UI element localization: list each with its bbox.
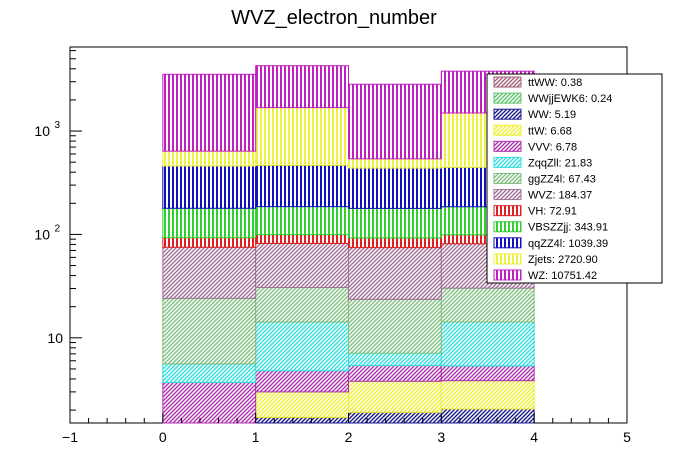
legend-swatch-zqqzll [493,156,522,168]
bar-ttw-bin3 [440,380,535,410]
legend-label-ttww: ttWW: 0.38 [528,77,582,89]
x-tick-label: 1 [252,429,260,445]
legend-label-wvz: WVZ: 184.37 [528,190,592,202]
bar-ttw-bin1 [255,391,350,418]
y-tick-label: 10 [34,123,50,139]
legend-swatch-vvv [493,140,522,152]
bar-zqqzll-bin2 [348,352,442,366]
legend-swatch-wz [493,269,522,281]
bar-wz-bin1 [255,65,350,109]
bar-vh-bin1 [255,234,350,245]
bar-zjets-bin2 [348,158,442,169]
bar-zjets-bin1 [255,107,350,166]
legend-swatch-vh [493,205,522,217]
legend-swatch-wwjjewk6 [493,92,522,104]
bar-vbszzjj-bin1 [255,206,350,236]
legend-swatch-wvz [493,189,522,201]
legend-swatch-vbszzjj [493,221,522,233]
legend-label-ggzz4l: ggZZ4l: 67.43 [528,174,596,186]
bar-ggzz4l-bin0 [162,297,257,365]
histogram-bars [162,65,535,424]
bar-vh-bin0 [162,237,257,248]
x-tick-label: 3 [437,429,445,445]
legend-swatch-ww [493,108,522,120]
legend-label-zjets: Zjets: 2720.90 [528,254,598,266]
bar-ggzz4l-bin3 [440,287,535,323]
x-tick-label: 2 [345,429,353,445]
bar-zqqzll-bin0 [162,363,257,383]
legend-swatch-qqzz4l [493,237,522,249]
x-tick-label: 5 [623,429,631,445]
axes: −1 0 1 2 3 4 5 10 10 2 10 3 [34,50,631,445]
y-tick-exponent: 3 [54,120,60,131]
legend-label-ttw: ttW: 6.68 [528,125,572,137]
y-tick-exponent: 2 [54,223,60,234]
bar-ggzz4l-bin1 [255,286,350,323]
bar-ww-bin1 [255,416,350,424]
legend-swatch-ggzz4l [493,173,522,184]
bar-vbszzjj-bin0 [162,207,257,239]
y-tick-label: 10 [34,226,50,242]
legend-label-vvv: VVV: 6.78 [528,141,577,153]
bar-vvv-bin1 [255,370,350,393]
bar-wvz-bin1 [255,243,350,288]
bar-qqzz4l-bin0 [162,165,257,209]
bar-zqqzll-bin1 [255,321,350,372]
legend-label-wz: WZ: 10751.42 [528,270,597,282]
legend-label-qqzz4l: qqZZ4l: 1039.39 [528,238,608,250]
bar-ww-bin2 [348,411,442,424]
bar-ww-bin3 [440,408,535,424]
legend-label-zqqzll: ZqqZll: 21.83 [528,157,592,169]
bar-wvz-bin0 [162,246,257,299]
legend-label-vbszzjj: VBSZZjj: 343.91 [528,222,608,234]
bar-ggzz4l-bin2 [348,298,442,354]
bar-qqzz4l-bin1 [255,164,350,208]
bar-wz-bin0 [162,73,257,152]
bar-ttw-bin2 [348,380,442,413]
legend: ttWW: 0.38 WWjjEWK6: 0.24 WW: 5.19 ttW: 6.6… [486,73,663,284]
bar-vvv-bin3 [440,365,535,382]
legend-swatch-ttw [493,124,522,136]
legend-label-vh: VH: 72.91 [528,206,577,218]
legend-swatch-ttww [493,76,522,88]
legend-label-ww: WW: 5.19 [528,109,576,121]
legend-label-wwjjewk6: WWjjEWK6: 0.24 [528,93,612,105]
x-tick-label: 4 [530,429,538,445]
bar-vvv-bin0 [162,381,257,424]
bar-zjets-bin0 [162,150,257,167]
bar-zqqzll-bin3 [440,321,535,367]
x-tick-label: 0 [159,429,167,445]
chart-title: WVZ_electron_number [231,7,437,29]
y-tick-label: 10 [47,330,63,346]
bar-qqzz4l-bin2 [348,167,442,209]
bar-vbszzjj-bin2 [348,207,442,239]
x-tick-label: −1 [62,429,78,445]
bar-wvz-bin2 [348,247,442,300]
bar-vh-bin2 [348,237,442,249]
bar-vvv-bin2 [348,364,442,382]
bar-wz-bin2 [348,83,442,160]
legend-swatch-zjets [493,253,522,265]
